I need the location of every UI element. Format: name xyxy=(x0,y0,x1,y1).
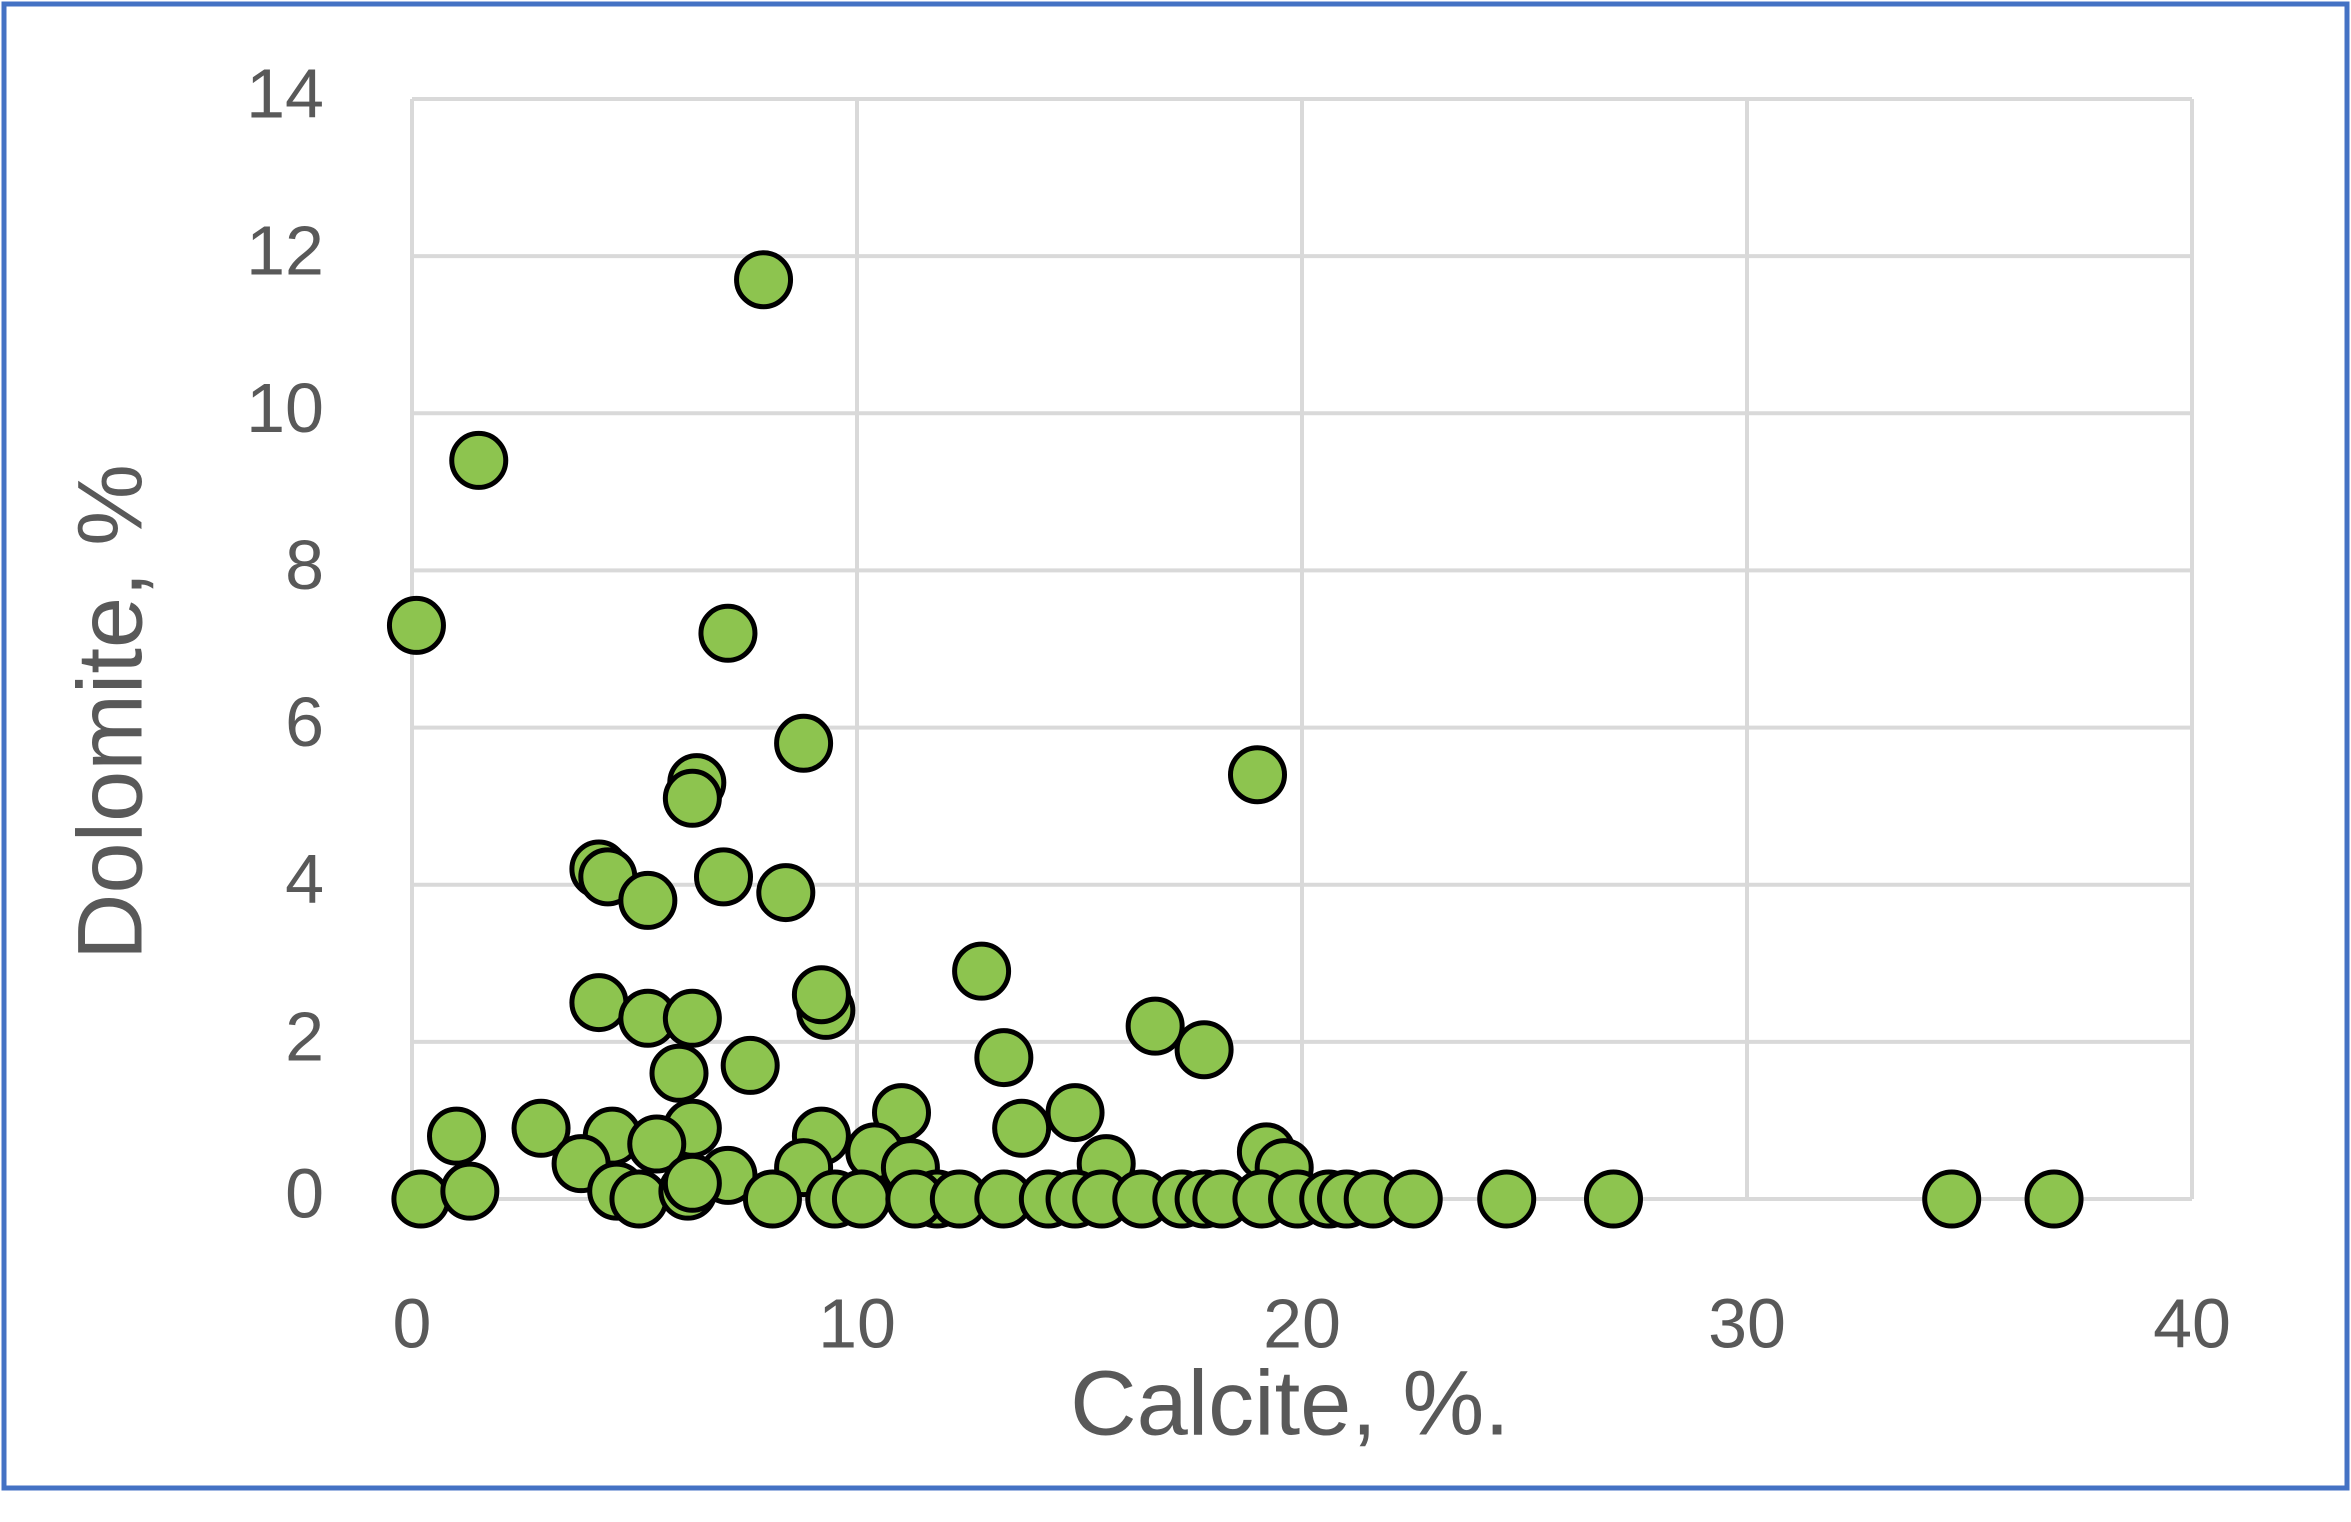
point xyxy=(720,1035,780,1095)
point xyxy=(662,768,722,828)
point xyxy=(609,1169,669,1229)
y-tick-label: 10 xyxy=(246,369,324,447)
point xyxy=(992,1098,1052,1158)
frame xyxy=(1,1,2350,1491)
point xyxy=(791,965,851,1025)
point xyxy=(1228,745,1287,805)
point xyxy=(1383,1169,1443,1229)
x-tick-label: 0 xyxy=(393,1284,432,1362)
point xyxy=(742,1169,802,1229)
point xyxy=(618,870,678,930)
point xyxy=(974,1028,1034,1088)
point xyxy=(774,713,834,773)
x-tick-label: 30 xyxy=(1708,1284,1786,1362)
point xyxy=(1174,1020,1234,1080)
y-tick-label: 14 xyxy=(246,54,324,132)
x-tick-label: 40 xyxy=(2153,1284,2231,1362)
point xyxy=(440,1161,500,1221)
point xyxy=(1125,996,1185,1056)
point xyxy=(952,941,1012,1001)
point xyxy=(627,1114,687,1174)
y-tick-label: 4 xyxy=(285,840,324,918)
point xyxy=(1584,1169,1643,1229)
y-tick-label: 6 xyxy=(285,683,324,761)
x-tick-label: 20 xyxy=(1263,1284,1341,1362)
point xyxy=(1045,1083,1105,1143)
point xyxy=(511,1098,571,1158)
y-axis-title: Dolomite, % xyxy=(59,464,161,960)
point xyxy=(2024,1169,2084,1229)
point xyxy=(1922,1169,1982,1229)
point xyxy=(734,250,794,310)
point xyxy=(694,847,753,907)
point xyxy=(427,1106,486,1166)
point xyxy=(698,603,758,663)
x-tick-label: 10 xyxy=(818,1284,896,1362)
point xyxy=(386,595,446,655)
point xyxy=(649,1043,709,1103)
y-tick-label: 2 xyxy=(285,997,324,1075)
y-tick-label: 12 xyxy=(246,212,324,290)
x-axis-title: Calcite, %. xyxy=(1070,1352,1510,1454)
point xyxy=(756,863,816,923)
point xyxy=(391,1169,451,1229)
point xyxy=(662,988,722,1048)
point xyxy=(569,973,629,1033)
point xyxy=(449,430,509,490)
y-tick-label: 8 xyxy=(285,526,324,604)
point xyxy=(1477,1169,1537,1229)
y-tick-label: 0 xyxy=(285,1154,324,1232)
point xyxy=(831,1169,891,1229)
point xyxy=(662,1153,722,1213)
